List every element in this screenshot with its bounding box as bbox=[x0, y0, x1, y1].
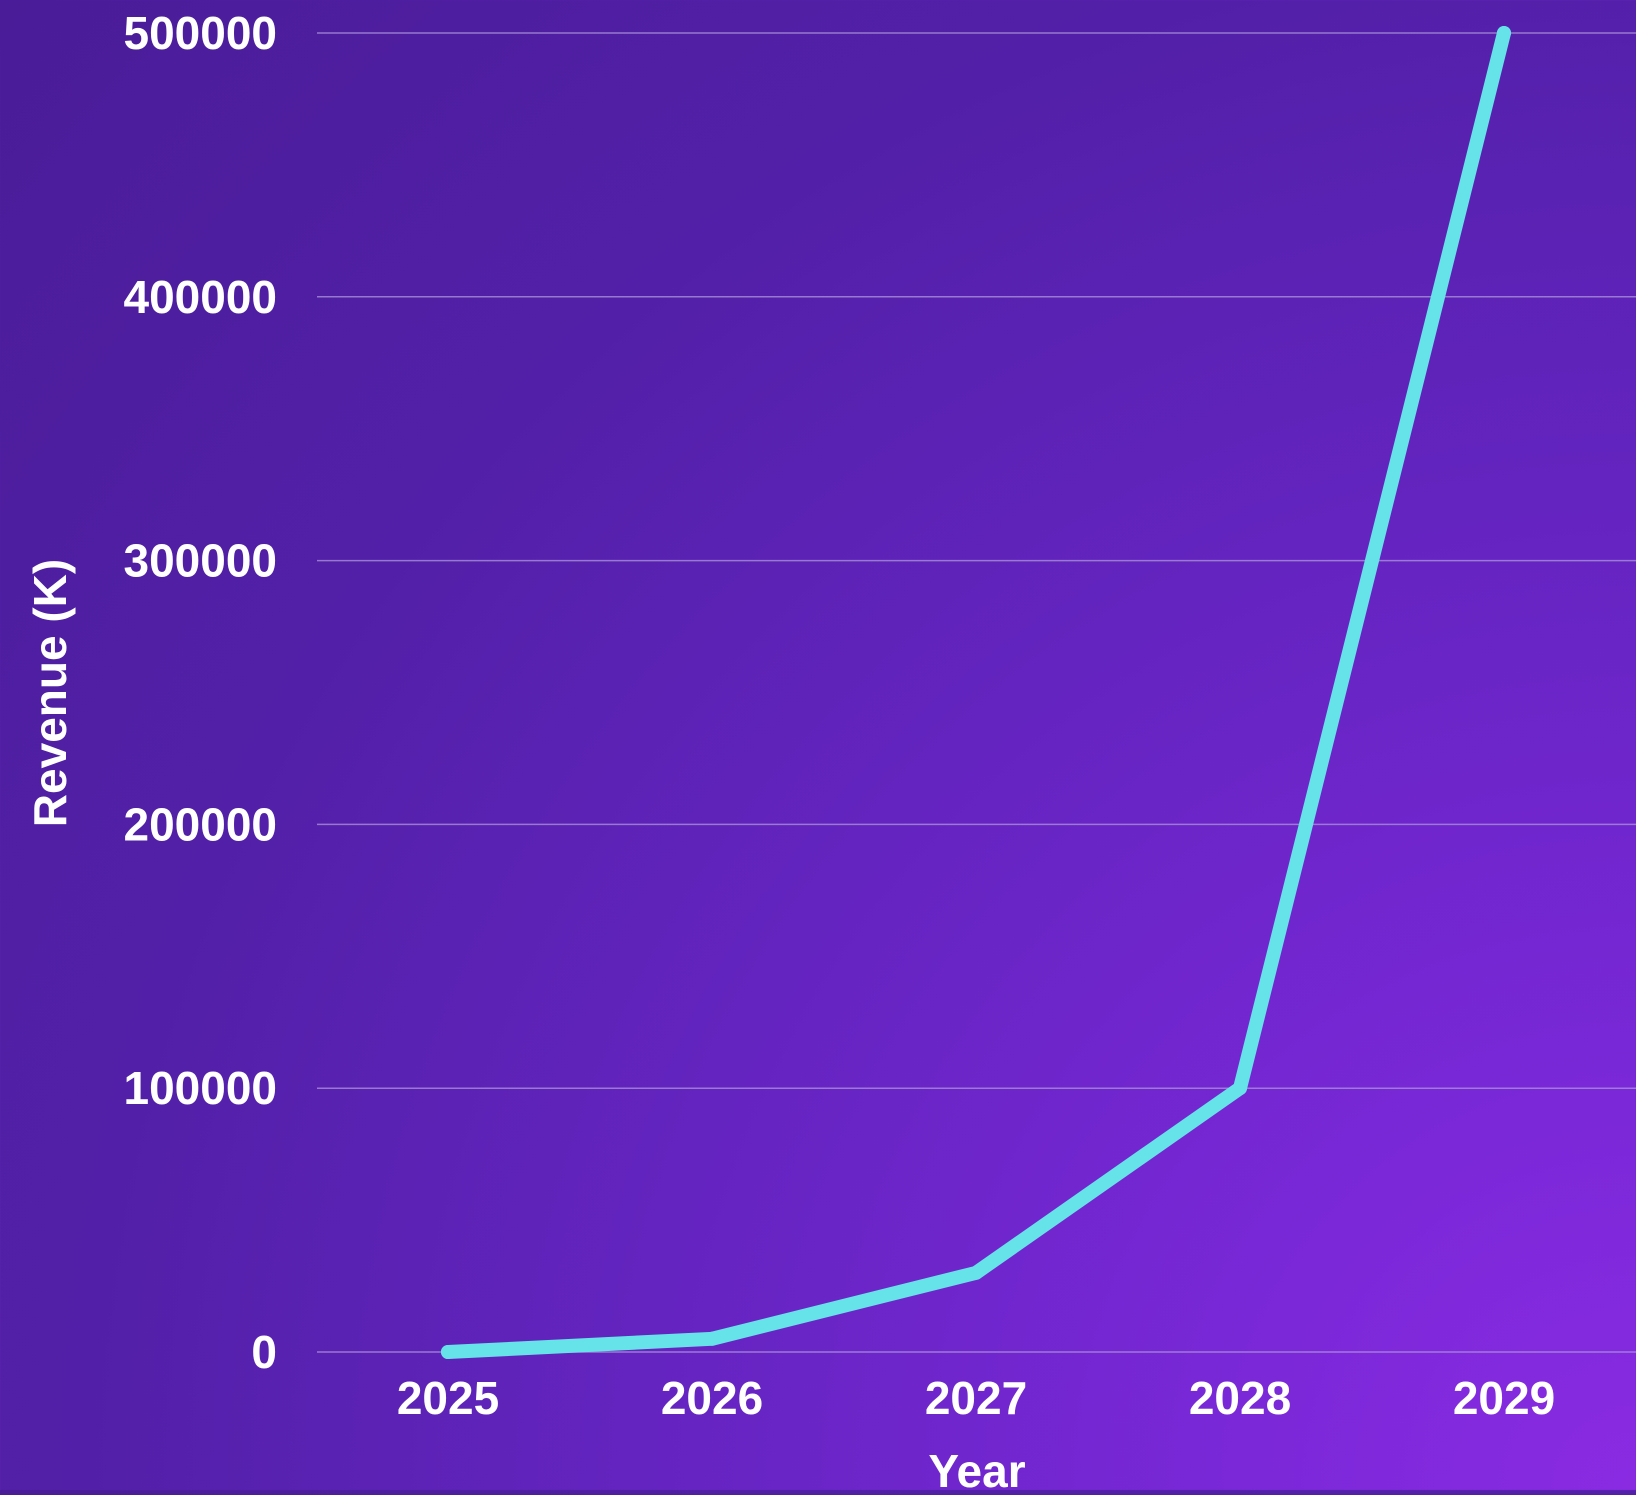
y-axis-title: Revenue (K) bbox=[24, 559, 76, 827]
x-tick-label: 2028 bbox=[1189, 1372, 1291, 1424]
series-layer bbox=[441, 26, 1511, 1359]
series-line bbox=[441, 26, 1511, 1359]
x-axis-title: Year bbox=[928, 1445, 1025, 1490]
data-point bbox=[1233, 1081, 1247, 1096]
x-tick-label: 2027 bbox=[925, 1372, 1027, 1424]
y-tick-label: 400000 bbox=[124, 271, 278, 323]
y-tick-label: 100000 bbox=[124, 1062, 278, 1114]
x-tick-label: 2029 bbox=[1453, 1372, 1555, 1424]
data-point bbox=[1497, 26, 1511, 40]
y-axis-ticks: 0 100000 200000 300000 400000 500000 bbox=[124, 7, 278, 1378]
y-tick-label: 300000 bbox=[124, 535, 278, 587]
y-tick-label: 500000 bbox=[124, 7, 278, 59]
data-point bbox=[969, 1265, 983, 1280]
y-tick-label: 200000 bbox=[124, 798, 278, 850]
data-point bbox=[441, 1345, 455, 1359]
gridlines bbox=[317, 32, 1636, 1353]
x-tick-label: 2025 bbox=[397, 1372, 499, 1424]
x-axis-ticks: 2025 2026 2027 2028 2029 bbox=[397, 1372, 1555, 1424]
y-tick-label: 0 bbox=[251, 1326, 277, 1378]
x-tick-label: 2026 bbox=[661, 1372, 763, 1424]
data-point bbox=[705, 1331, 719, 1346]
